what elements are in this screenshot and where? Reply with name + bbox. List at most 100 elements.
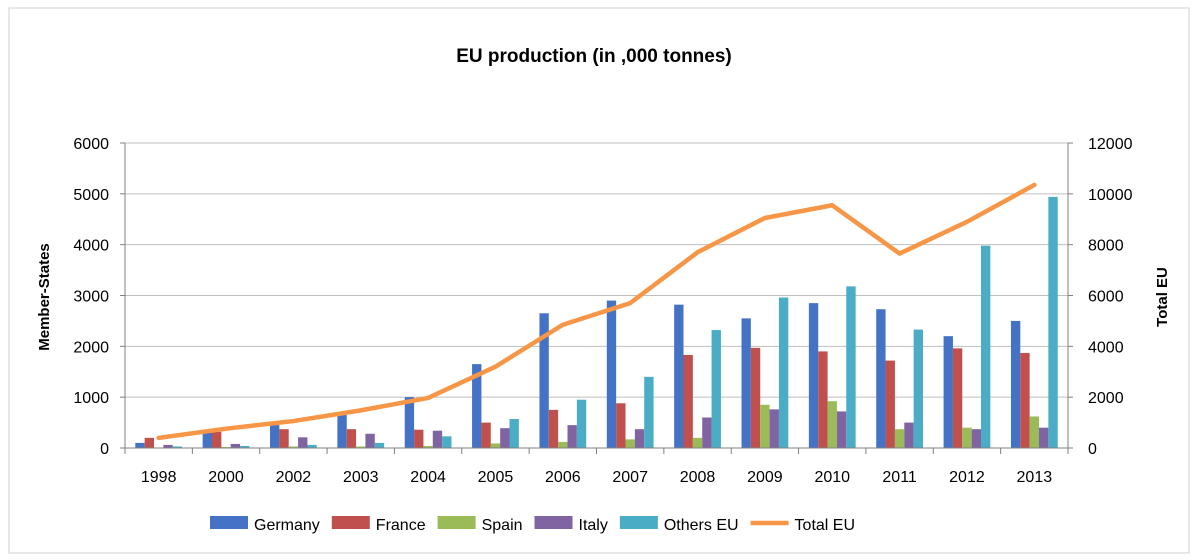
x-tick-label: 2013 (1017, 469, 1053, 486)
x-tick-label: 2011 (882, 469, 917, 486)
bar-germany (202, 432, 213, 448)
bar-germany (943, 336, 953, 448)
bar-spain (490, 443, 501, 448)
legend: Germany France Spain Italy Others EU Total EU (210, 516, 855, 534)
gridlines (125, 142, 1068, 398)
bar-others-eu (307, 444, 317, 448)
bar-france (414, 429, 424, 448)
bar-germany (808, 303, 819, 448)
x-tick-label: 2002 (276, 469, 312, 486)
bar-others-eu (509, 419, 519, 448)
bar-others-eu (846, 286, 856, 448)
bar-france (144, 437, 155, 448)
bar-others-eu (980, 245, 991, 448)
bar-france (481, 422, 491, 448)
bar-italy (904, 422, 914, 448)
bar-italy (702, 417, 712, 448)
bar-others-eu (913, 329, 923, 448)
bar-germany (539, 313, 549, 448)
bar-france (548, 409, 559, 448)
legend-swatch-others-eu (619, 516, 658, 529)
x-tick-label: 2006 (545, 469, 581, 486)
legend-label-germany: Germany (254, 517, 320, 534)
y-tick-label-right: 12000 (1088, 136, 1133, 153)
bar-others-eu (644, 376, 654, 448)
bar-spain (625, 439, 635, 448)
y-tick-label-left: 0 (100, 441, 109, 458)
bar-france (616, 403, 626, 448)
bar-others-eu (442, 436, 452, 448)
bar-germany (337, 412, 347, 448)
bar-spain (558, 441, 568, 448)
chart-area-border (8, 7, 1190, 554)
bar-germany (674, 304, 684, 448)
y-tick-label-right: 8000 (1088, 238, 1124, 255)
y-axis-label-left: Member-States (36, 243, 53, 351)
bar-spain (962, 427, 972, 448)
bar-others-eu (172, 446, 183, 448)
bar-germany (606, 300, 617, 448)
y-tick-label-left: 6000 (73, 136, 109, 153)
bar-italy (567, 425, 577, 448)
bar-france (818, 351, 828, 448)
legend-label-france: France (376, 517, 426, 534)
bar-spain (894, 429, 905, 448)
line-group (156, 182, 1037, 441)
bar-spain (692, 437, 703, 448)
legend-label-spain: Spain (482, 517, 523, 534)
bar-germany (270, 425, 280, 448)
bar-italy (836, 411, 847, 448)
y-tick-label-left: 3000 (73, 289, 109, 306)
bar-others-eu (240, 445, 250, 448)
bar-france (279, 429, 289, 448)
y-tick-label-left: 4000 (73, 238, 109, 255)
legend-swatch-italy (534, 516, 573, 529)
bar-italy (365, 433, 375, 448)
y-tick-label-right: 4000 (1088, 339, 1124, 356)
bar-france (212, 431, 222, 448)
y-tick-label-right: 0 (1088, 441, 1097, 458)
axes: 0 0 1000 2000 2000 4000 3000 6000 4000 8000 5000 10… (73, 136, 1132, 486)
bar-group (135, 196, 1058, 448)
bar-spain (356, 446, 366, 448)
y-tick-label-left: 5000 (73, 187, 109, 204)
legend-swatch-spain (437, 516, 476, 529)
x-tick-label: 2007 (612, 469, 648, 486)
bar-italy (500, 428, 510, 448)
bar-france (750, 347, 761, 448)
legend-swatch-france (331, 516, 370, 529)
bar-italy (634, 429, 645, 448)
bar-italy (971, 429, 981, 448)
legend-label-italy: Italy (579, 517, 608, 534)
x-tick-label: 2004 (410, 469, 446, 486)
y-tick-label-left: 2000 (73, 339, 109, 356)
bar-italy (1038, 427, 1049, 448)
bar-italy (298, 437, 308, 448)
x-tick-label: 2009 (747, 469, 783, 486)
bar-others-eu (711, 330, 721, 448)
x-tick-label: 2005 (478, 469, 514, 486)
bar-spain (221, 446, 231, 448)
bar-germany (1010, 320, 1021, 448)
bar-germany (404, 397, 415, 448)
bar-others-eu (778, 297, 789, 448)
legend-swatch-germany (210, 516, 248, 529)
bar-france (952, 348, 963, 448)
bar-italy (163, 444, 173, 448)
x-tick-label: 2000 (208, 469, 244, 486)
bar-italy (769, 409, 779, 448)
bar-germany (472, 364, 482, 448)
x-tick-label: 2010 (814, 469, 850, 486)
legend-label-others-eu: Others EU (664, 517, 739, 534)
bar-france (683, 354, 693, 448)
bar-france (885, 360, 895, 448)
y-tick-label-right: 2000 (1088, 390, 1124, 407)
chart-title: EU production (in ,000 tonnes) (456, 46, 732, 67)
bar-france (1020, 352, 1030, 448)
x-tick-label: 1998 (141, 469, 177, 486)
y-tick-label-left: 1000 (73, 390, 109, 407)
bar-spain (827, 401, 837, 448)
x-tick-label: 2003 (343, 469, 379, 486)
